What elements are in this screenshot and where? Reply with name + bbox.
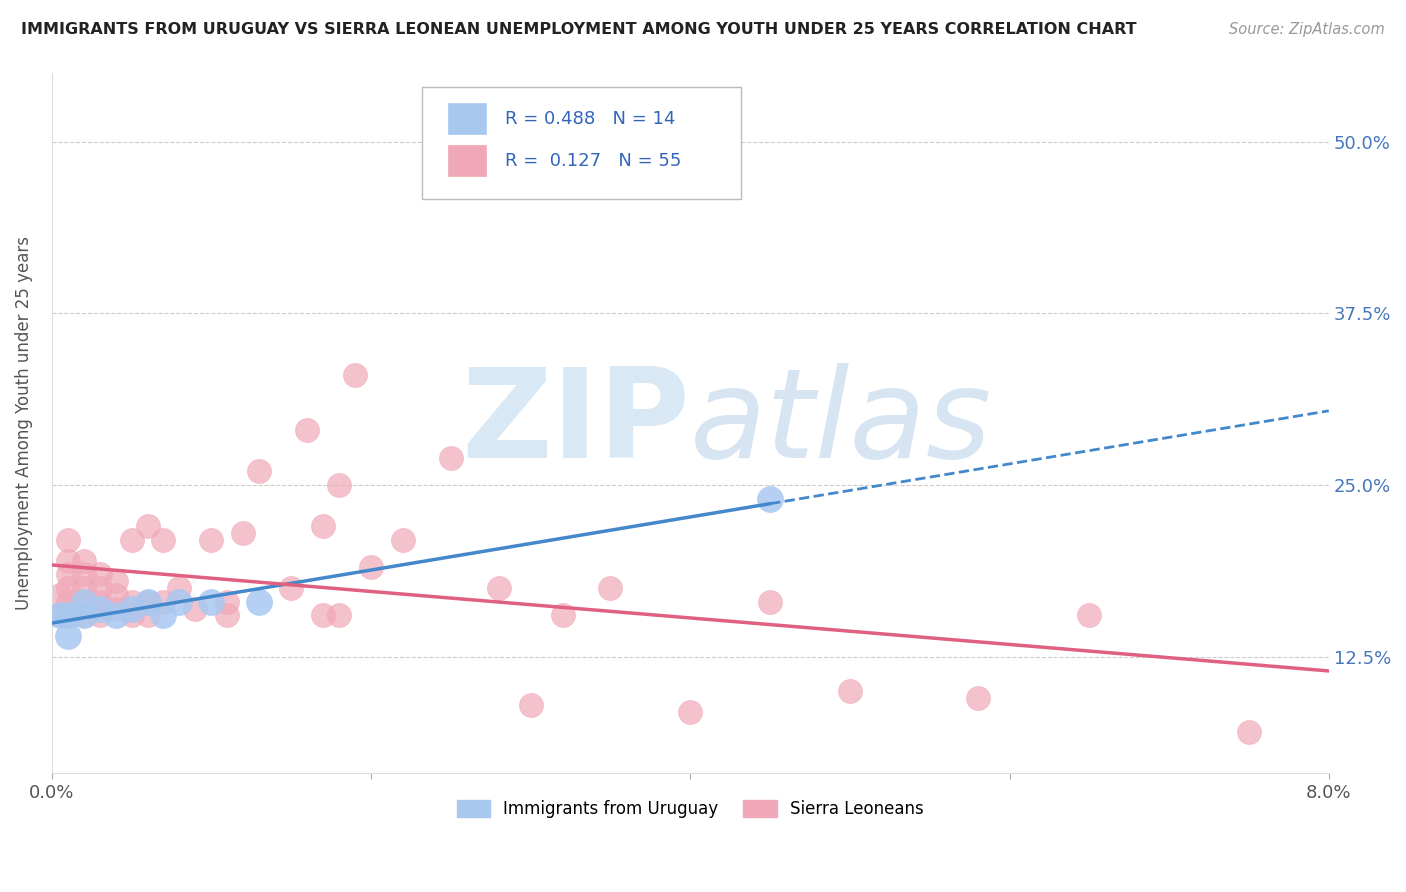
Point (89, 601, 111, 615)
Point (344, 368, 367, 383)
Text: R =  0.127   N = 55: R = 0.127 N = 55 (505, 152, 682, 169)
Point (56, 567, 79, 582)
Point (48, 608, 70, 623)
Point (121, 608, 143, 623)
Point (104, 588, 127, 602)
Point (312, 608, 335, 623)
Point (519, 698, 541, 712)
Point (73, 595, 96, 609)
Point (136, 595, 159, 609)
Point (89, 608, 111, 623)
Point (56, 608, 79, 623)
Point (328, 478, 350, 492)
Point (121, 533, 143, 547)
Point (169, 595, 191, 609)
Point (488, 581, 510, 595)
Point (48, 608, 70, 623)
Point (759, 595, 782, 609)
Point (966, 690, 988, 705)
Point (217, 595, 239, 609)
Point (48, 588, 70, 602)
Point (136, 608, 159, 623)
FancyBboxPatch shape (422, 87, 741, 199)
Point (56, 533, 79, 547)
Text: R = 0.488   N = 14: R = 0.488 N = 14 (505, 110, 675, 128)
Point (89, 567, 111, 582)
Point (599, 581, 621, 595)
Point (295, 423, 318, 437)
Point (169, 581, 191, 595)
Text: Source: ZipAtlas.com: Source: ZipAtlas.com (1229, 22, 1385, 37)
Point (200, 533, 222, 547)
Point (73, 581, 96, 595)
FancyBboxPatch shape (447, 103, 486, 135)
Point (184, 601, 207, 615)
Point (152, 608, 174, 623)
Point (89, 581, 111, 595)
Point (280, 581, 302, 595)
Text: atlas: atlas (690, 363, 993, 483)
Point (73, 567, 96, 582)
Point (121, 601, 143, 615)
Point (200, 595, 222, 609)
Text: IMMIGRANTS FROM URUGUAY VS SIERRA LEONEAN UNEMPLOYMENT AMONG YOUTH UNDER 25 YEAR: IMMIGRANTS FROM URUGUAY VS SIERRA LEONEA… (21, 22, 1136, 37)
Point (56, 553, 79, 567)
Point (838, 684, 860, 698)
Point (440, 450, 463, 465)
Point (551, 608, 574, 623)
Text: ZIP: ZIP (461, 363, 690, 483)
Point (73, 608, 96, 623)
Point (247, 595, 270, 609)
Point (232, 526, 254, 541)
Point (312, 519, 335, 533)
Legend: Immigrants from Uruguay, Sierra Leoneans: Immigrants from Uruguay, Sierra Leoneans (450, 793, 931, 824)
Point (136, 519, 159, 533)
FancyBboxPatch shape (447, 145, 486, 177)
Point (136, 595, 159, 609)
Point (217, 608, 239, 623)
Y-axis label: Unemployment Among Youth under 25 years: Unemployment Among Youth under 25 years (15, 236, 32, 610)
Point (56, 581, 79, 595)
Point (1078, 608, 1101, 623)
Point (104, 608, 127, 623)
Point (679, 705, 702, 719)
Point (1237, 725, 1260, 739)
Point (73, 553, 96, 567)
Point (759, 491, 782, 506)
Point (152, 595, 174, 609)
Point (104, 574, 127, 589)
Point (73, 608, 96, 623)
Point (56, 595, 79, 609)
Point (121, 595, 143, 609)
Point (247, 464, 270, 478)
Point (56, 629, 79, 643)
Point (360, 560, 382, 574)
Point (56, 608, 79, 623)
Point (328, 608, 350, 623)
Point (89, 595, 111, 609)
Point (104, 601, 127, 615)
Point (152, 533, 174, 547)
Point (392, 533, 415, 547)
Point (73, 595, 96, 609)
